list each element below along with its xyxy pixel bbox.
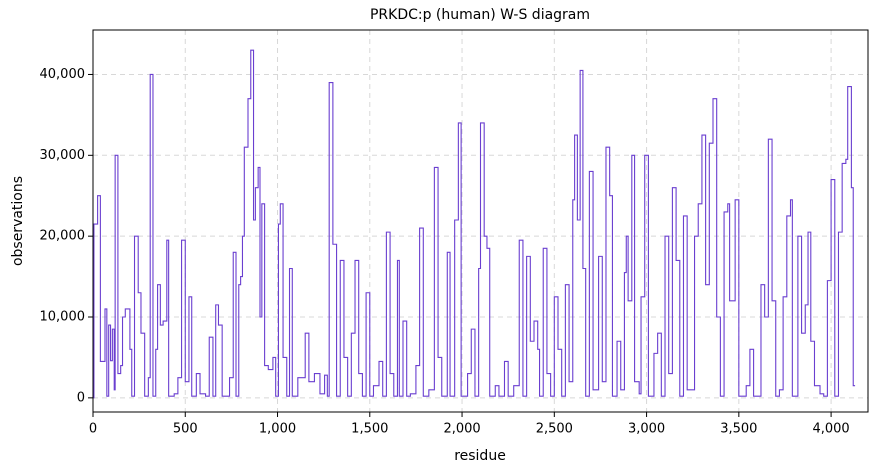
y-tick-label: 40,000 (40, 67, 86, 82)
x-axis-label: residue (454, 448, 506, 464)
x-tick-label: 3,500 (720, 422, 757, 437)
x-tick-label: 1,000 (259, 422, 296, 437)
chart-title: PRKDC:p (human) W-S diagram (370, 7, 590, 23)
x-tick-label: 500 (173, 422, 198, 437)
y-tick-label: 0 (77, 390, 85, 405)
x-tick-label: 0 (89, 422, 97, 437)
y-tick-label: 30,000 (40, 148, 86, 163)
y-axis-label: observations (10, 176, 26, 266)
x-tick-label: 1,500 (351, 422, 388, 437)
x-tick-label: 2,000 (443, 422, 480, 437)
x-tick-label: 2,500 (536, 422, 573, 437)
plot-frame (92, 29, 869, 413)
x-tick-label: 3,000 (628, 422, 665, 437)
y-tick-label: 20,000 (40, 229, 86, 244)
y-tick-label: 10,000 (40, 310, 86, 325)
step-line (93, 49, 856, 399)
x-tick-label: 4,000 (812, 422, 849, 437)
